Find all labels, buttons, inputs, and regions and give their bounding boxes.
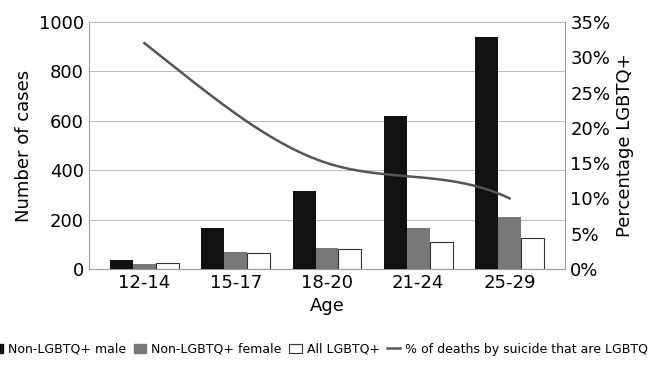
Bar <box>201 228 225 269</box>
Bar <box>156 263 178 269</box>
Bar <box>293 191 315 269</box>
Y-axis label: Number of cases: Number of cases <box>15 69 33 222</box>
% of deaths by suicide that are LGBTQ+ <box>474 185 482 189</box>
Bar <box>247 253 270 269</box>
% of deaths by suicide that are LGBTQ+ <box>162 58 170 63</box>
Bar <box>110 260 133 269</box>
% of deaths by suicide that are LGBTQ+ <box>487 189 495 193</box>
% of deaths by suicide that are LGBTQ+ <box>238 116 245 120</box>
Y-axis label: Percentage LGBTQ+: Percentage LGBTQ+ <box>616 54 634 237</box>
Legend: Non-LGBTQ+ male, Non-LGBTQ+ female, All LGBTQ+, % of deaths by suicide that are : Non-LGBTQ+ male, Non-LGBTQ+ female, All … <box>0 338 649 361</box>
Bar <box>384 116 407 269</box>
X-axis label: Age: Age <box>310 297 345 315</box>
Bar <box>475 37 498 269</box>
% of deaths by suicide that are LGBTQ+ <box>155 52 163 57</box>
Bar <box>133 264 156 269</box>
Line: % of deaths by suicide that are LGBTQ+: % of deaths by suicide that are LGBTQ+ <box>145 43 509 198</box>
Bar <box>430 242 452 269</box>
% of deaths by suicide that are LGBTQ+ <box>141 41 149 46</box>
Bar <box>407 228 430 269</box>
% of deaths by suicide that are LGBTQ+ <box>506 196 513 200</box>
Bar <box>338 249 361 269</box>
Bar <box>315 248 338 269</box>
Bar <box>225 252 247 269</box>
Bar <box>521 238 544 269</box>
% of deaths by suicide that are LGBTQ+ <box>208 94 216 99</box>
Bar <box>498 217 521 269</box>
